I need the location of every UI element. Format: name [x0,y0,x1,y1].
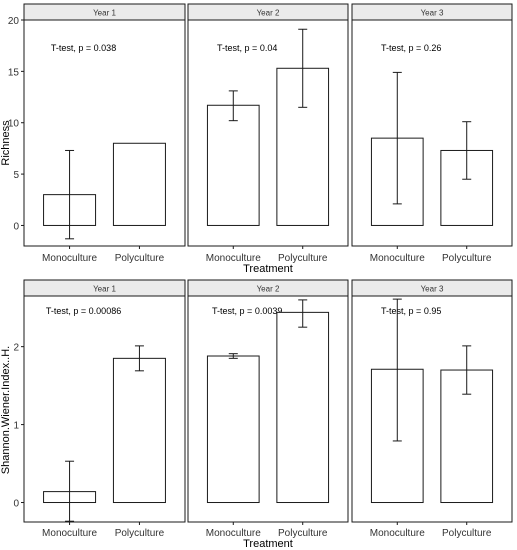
y-axis-label: Shannon.Wiener.Index..H. [0,346,12,474]
panel-year-1: Year 1 T-test, p = 0.00086 Monoculture Poly… [23,279,186,539]
x-tick-label: Monoculture [42,253,97,264]
ttest-annotation: T-test, p = 0.038 [51,43,116,53]
x-tick-label: Monoculture [42,528,97,539]
bar-polyculture [112,357,166,504]
ttest-annotation: T-test, p = 0.04 [217,43,277,53]
ttest-annotation: T-test, p = 0.0039 [212,306,282,316]
panel-border [187,295,349,523]
y-tick-label: 15 [8,67,20,78]
x-axis-label: Treatment [243,538,293,550]
y-tick-label: 0 [13,499,19,510]
bar-polyculture [276,311,330,504]
panel-border [187,19,349,247]
x-tick-label: Polyculture [115,528,165,539]
facet-strip-label: Year 3 [421,285,444,294]
panel-border [351,295,513,523]
bar-monoculture [206,355,260,504]
panel-year-2: Year 2 T-test, p = 0.0039 Monoculture Polyc… [187,279,349,539]
x-axis-label: Treatment [243,263,293,275]
panel-year-2: Year 2 T-test, p = 0.04 Monoculture Polycul… [187,3,349,264]
y-tick-label: 5 [13,170,19,181]
x-tick-label: Polyculture [442,253,492,264]
facet-strip-label: Year 2 [257,285,280,294]
panel-year-3: Year 3 T-test, p = 0.26 Monoculture Polycul… [351,3,513,264]
bar-polyculture [112,142,166,226]
facet-strip-label: Year 1 [93,9,116,18]
panel-year-3: Year 3 T-test, p = 0.95 Monoculture Polycul… [351,279,513,539]
panel-border [23,295,186,523]
panel-year-1: Year 1 T-test, p = 0.038 Monoculture Polycu… [23,3,186,264]
panel-border [351,19,513,247]
bar-monoculture [206,104,260,226]
x-tick-label: Polyculture [442,528,492,539]
chart-2: Shannon.Wiener.Index..H. 0 1 2 Year 1 T-test,… [0,279,513,550]
facet-strip-label: Year 3 [421,9,444,18]
facet-strip-label: Year 2 [257,9,280,18]
ttest-annotation: T-test, p = 0.95 [381,306,441,316]
y-axis-label: Richness [0,120,12,166]
ttest-annotation: T-test, p = 0.00086 [46,306,121,316]
y-tick-label: 20 [8,16,20,27]
x-tick-label: Monoculture [206,253,261,264]
x-tick-label: Polyculture [115,253,165,264]
y-tick-label: 10 [8,119,20,130]
x-tick-label: Polyculture [278,253,328,264]
chart-1: Richness 0 5 10 15 20 Year 1 T-test, p = 0.038 M… [0,3,513,275]
x-tick-label: Monoculture [370,253,425,264]
y-tick-label: 2 [13,343,19,354]
x-tick-label: Polyculture [278,528,328,539]
x-tick-label: Monoculture [206,528,261,539]
x-tick-label: Monoculture [370,528,425,539]
y-tick-label: 0 [13,221,19,232]
facet-strip-label: Year 1 [93,285,116,294]
y-tick-label: 1 [13,421,19,432]
ttest-annotation: T-test, p = 0.26 [381,43,441,53]
panel-border [23,19,186,247]
